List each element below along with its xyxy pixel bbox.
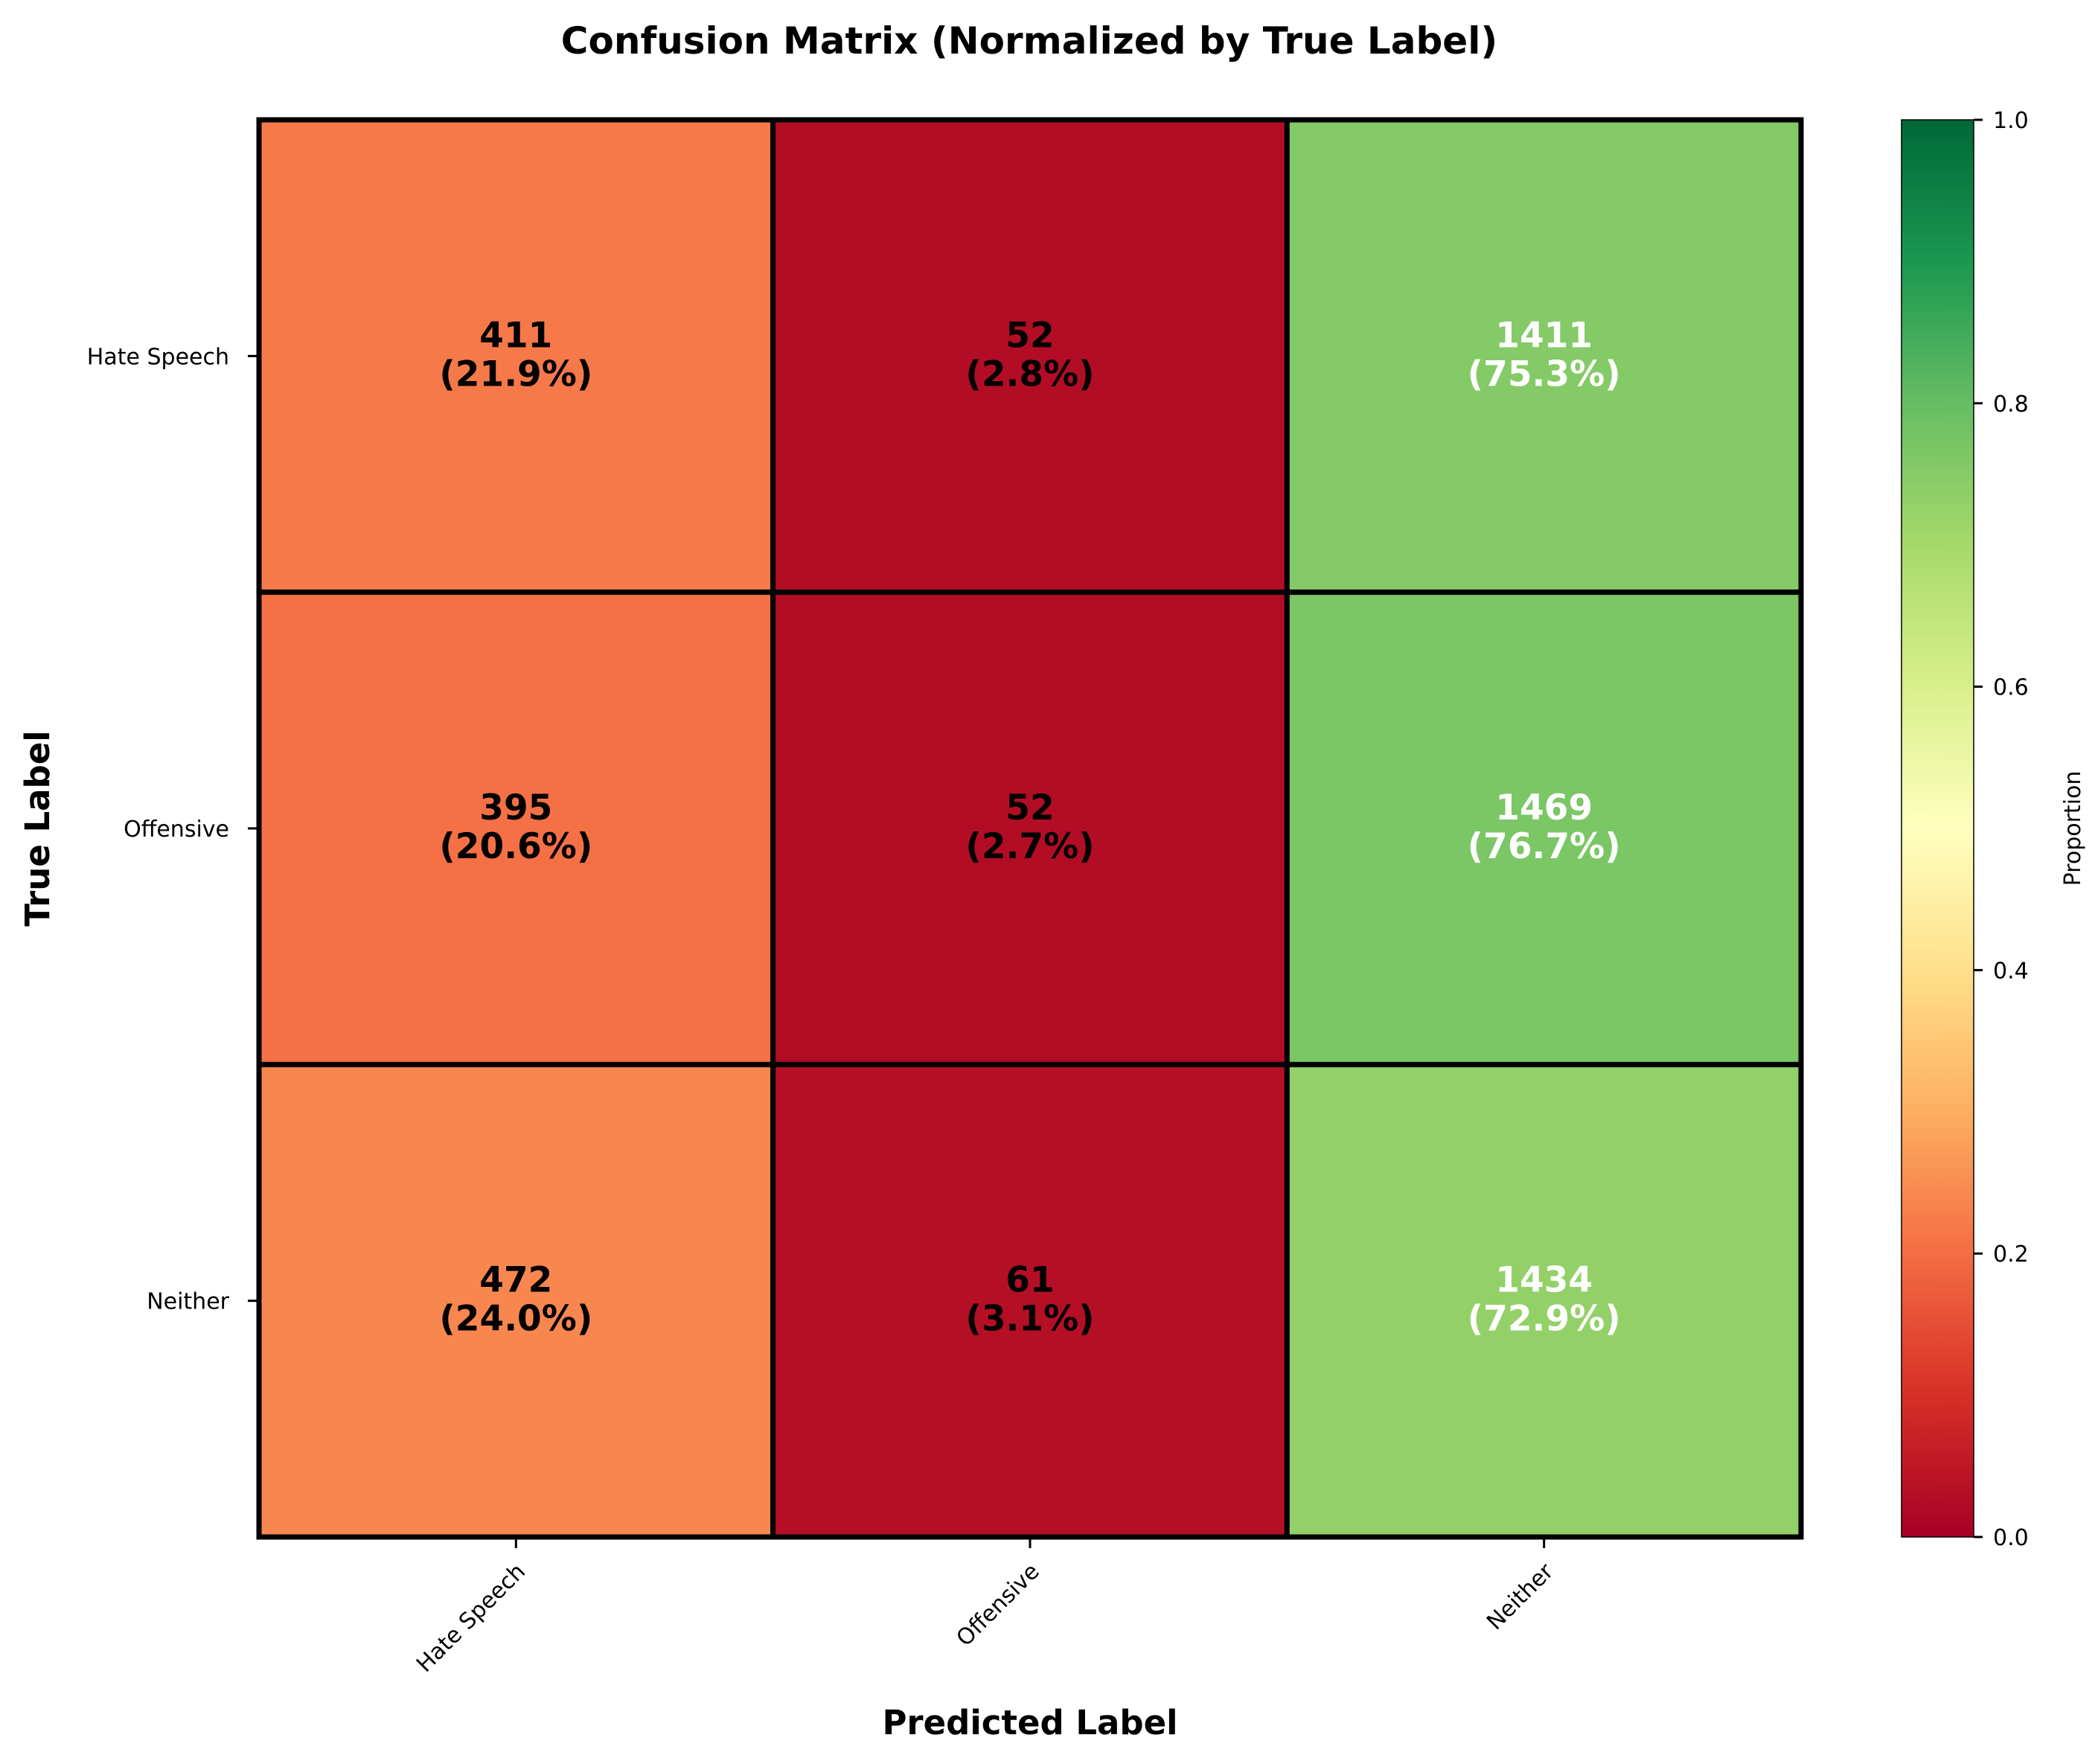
heatmap-cell-labels: 411(21.9%)52(2.8%)1411(75.3%)395(20.6%)5… xyxy=(439,315,1620,1339)
y-axis-ticks: Hate Speech Offensive Neither xyxy=(87,344,259,1315)
cell-count-label: 52 xyxy=(1005,315,1054,356)
cell-count-label: 1434 xyxy=(1495,1260,1593,1301)
cell-count-label: 61 xyxy=(1005,1260,1054,1301)
x-tick-label: Offensive xyxy=(952,1559,1045,1652)
heatmap-cell xyxy=(770,589,1290,1067)
cell-count-label: 1411 xyxy=(1495,315,1593,356)
cell-count-label: 52 xyxy=(1005,787,1054,828)
x-axis-label: Predicted Label xyxy=(882,1703,1177,1742)
cell-percent-label: (76.7%) xyxy=(1468,826,1621,867)
cell-percent-label: (21.9%) xyxy=(439,354,592,394)
colorbar-tick-label: 0.8 xyxy=(1993,392,2029,418)
heatmap-cell xyxy=(1284,589,1804,1067)
chart-title: Confusion Matrix (Normalized by True Lab… xyxy=(561,19,1497,63)
cell-percent-label: (2.7%) xyxy=(965,826,1094,867)
cell-count-label: 472 xyxy=(479,1260,552,1301)
cell-count-label: 395 xyxy=(479,787,552,828)
colorbar-tick-label: 1.0 xyxy=(1993,108,2029,134)
x-axis-ticks: Hate Speech Offensive Neither xyxy=(412,1537,1559,1678)
cell-percent-label: (2.8%) xyxy=(965,354,1094,394)
heatmap-cell xyxy=(770,1061,1290,1540)
y-tick-label: Hate Speech xyxy=(87,344,229,370)
y-tick-label: Neither xyxy=(147,1289,229,1315)
x-tick-label: Neither xyxy=(1482,1558,1559,1635)
x-tick-label: Hate Speech xyxy=(412,1559,531,1678)
heatmap-cells xyxy=(256,117,1804,1540)
cell-count-label: 411 xyxy=(479,315,552,356)
colorbar-label: Proportion xyxy=(2060,771,2086,886)
colorbar-tick-label: 0.6 xyxy=(1993,675,2029,701)
heatmap-cell xyxy=(256,117,776,595)
colorbar-tick-label: 0.2 xyxy=(1993,1241,2029,1268)
colorbar-ticks: 0.0 0.2 0.4 0.6 0.8 1.0 xyxy=(1974,108,2029,1551)
colorbar-tick-label: 0.4 xyxy=(1993,958,2029,984)
y-axis-label: True Label xyxy=(18,730,57,926)
cell-percent-label: (72.9%) xyxy=(1468,1299,1621,1340)
cell-percent-label: (3.1%) xyxy=(965,1299,1094,1340)
y-tick-label: Offensive xyxy=(124,817,229,843)
cell-percent-label: (75.3%) xyxy=(1468,354,1621,394)
cell-percent-label: (24.0%) xyxy=(439,1299,592,1340)
heatmap-cell xyxy=(256,589,776,1067)
cell-percent-label: (20.6%) xyxy=(439,826,592,867)
cell-count-label: 1469 xyxy=(1495,787,1593,828)
colorbar xyxy=(1901,119,1974,1538)
heatmap-cell xyxy=(770,117,1290,595)
colorbar-tick-label: 0.0 xyxy=(1993,1525,2029,1551)
